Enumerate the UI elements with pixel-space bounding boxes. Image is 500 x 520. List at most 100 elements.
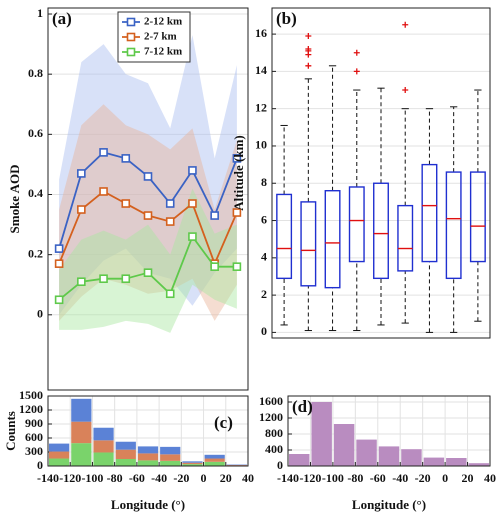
y-tick-label: 14: [255, 63, 267, 77]
x-tick-label: 40: [242, 471, 254, 485]
marker: [99, 148, 108, 157]
y-tick-label: 0.6: [28, 126, 43, 140]
x-tick-label: 0: [442, 471, 448, 485]
bar-segment: [49, 458, 70, 466]
y-tick-label: 10: [255, 138, 267, 152]
legend-label: 7-12 km: [144, 46, 182, 58]
bar-segment: [204, 458, 225, 462]
x-tick-label: -100: [322, 471, 344, 485]
std-band: [59, 188, 237, 333]
y-tick-label: 1600: [259, 394, 283, 408]
y-axis-label: Counts: [3, 411, 18, 451]
outlier: [305, 46, 312, 53]
box: [445, 171, 462, 280]
y-tick-label: 1500: [19, 388, 43, 402]
bar-segment: [115, 441, 136, 450]
y-tick-label: 0.8: [28, 66, 43, 80]
y-tick-label: 6: [261, 212, 267, 226]
panel-label: (d): [292, 397, 313, 416]
bar: [356, 439, 377, 466]
plot-area: [48, 8, 248, 390]
y-tick-label: 0.4: [28, 186, 43, 200]
y-tick-label: 400: [265, 442, 283, 456]
x-tick-label: -60: [129, 471, 145, 485]
marker: [121, 154, 131, 163]
marker: [143, 172, 153, 181]
y-tick-label: 12: [255, 100, 267, 114]
x-tick-label: -60: [370, 471, 386, 485]
marker: [143, 211, 153, 220]
x-tick-label: -80: [107, 471, 123, 485]
axes-frame: [47, 395, 249, 467]
panel-label: (a): [52, 9, 72, 28]
y-tick-label: 1: [37, 6, 43, 20]
bar-segment: [160, 460, 181, 466]
axes-frame: [271, 7, 491, 339]
bar-segment: [71, 421, 92, 444]
x-tick-label: -140: [277, 471, 299, 485]
box: [348, 186, 365, 263]
x-tick-label: -40: [392, 471, 408, 485]
bar-segment: [115, 449, 136, 459]
x-tick-label: -20: [415, 471, 431, 485]
marker: [99, 187, 108, 196]
legend-marker: [126, 47, 136, 57]
y-tick-label: 4: [261, 250, 267, 264]
outlier: [305, 32, 312, 39]
legend-marker: [126, 17, 136, 27]
y-tick-label: 0: [37, 307, 43, 321]
bar-segment: [93, 440, 114, 453]
x-tick-label: 20: [220, 471, 232, 485]
box: [300, 201, 317, 287]
y-tick-label: 300: [25, 444, 43, 458]
marker: [54, 295, 64, 305]
x-tick-label: 0: [201, 471, 207, 485]
bar: [333, 424, 355, 466]
bar-segment: [137, 453, 159, 461]
bar-segment: [93, 427, 114, 441]
bar-segment: [182, 461, 203, 463]
panel-label: (c): [214, 413, 233, 432]
marker: [232, 154, 242, 163]
marker: [77, 277, 86, 287]
box: [324, 190, 341, 289]
x-tick-label: -120: [59, 471, 81, 485]
bar-segment: [71, 398, 92, 422]
bar-segment: [204, 461, 225, 466]
bar-segment: [160, 454, 181, 461]
marker: [165, 289, 175, 299]
marker: [99, 274, 108, 284]
axes-frame: [47, 7, 249, 391]
bar-segment: [115, 459, 136, 466]
bar-segment: [93, 452, 114, 466]
marker: [121, 199, 131, 208]
marker: [143, 268, 153, 277]
bar-segment: [49, 443, 70, 452]
bar: [378, 446, 400, 466]
marker: [165, 199, 175, 208]
outlier: [402, 21, 409, 28]
bar-segment: [182, 462, 203, 465]
legend-label: 2-12 km: [144, 16, 182, 28]
box: [276, 193, 293, 280]
bar-segment: [204, 454, 225, 459]
marker: [210, 262, 219, 271]
panel-label: (b): [276, 9, 297, 28]
bar-segment: [160, 446, 181, 455]
y-tick-label: 8: [261, 175, 267, 189]
box: [373, 182, 389, 280]
x-tick-label: -20: [173, 471, 189, 485]
box: [469, 171, 486, 263]
legend-label: 2-7 km: [144, 31, 177, 43]
box: [397, 204, 414, 272]
bar: [289, 454, 310, 466]
bar: [311, 402, 332, 466]
marker: [232, 208, 242, 217]
marker: [54, 259, 64, 268]
x-tick-label: -100: [81, 471, 103, 485]
x-tick-label: 20: [462, 471, 474, 485]
x-tick-label: -80: [347, 471, 363, 485]
bar-segment: [137, 460, 159, 466]
outlier: [353, 49, 360, 56]
